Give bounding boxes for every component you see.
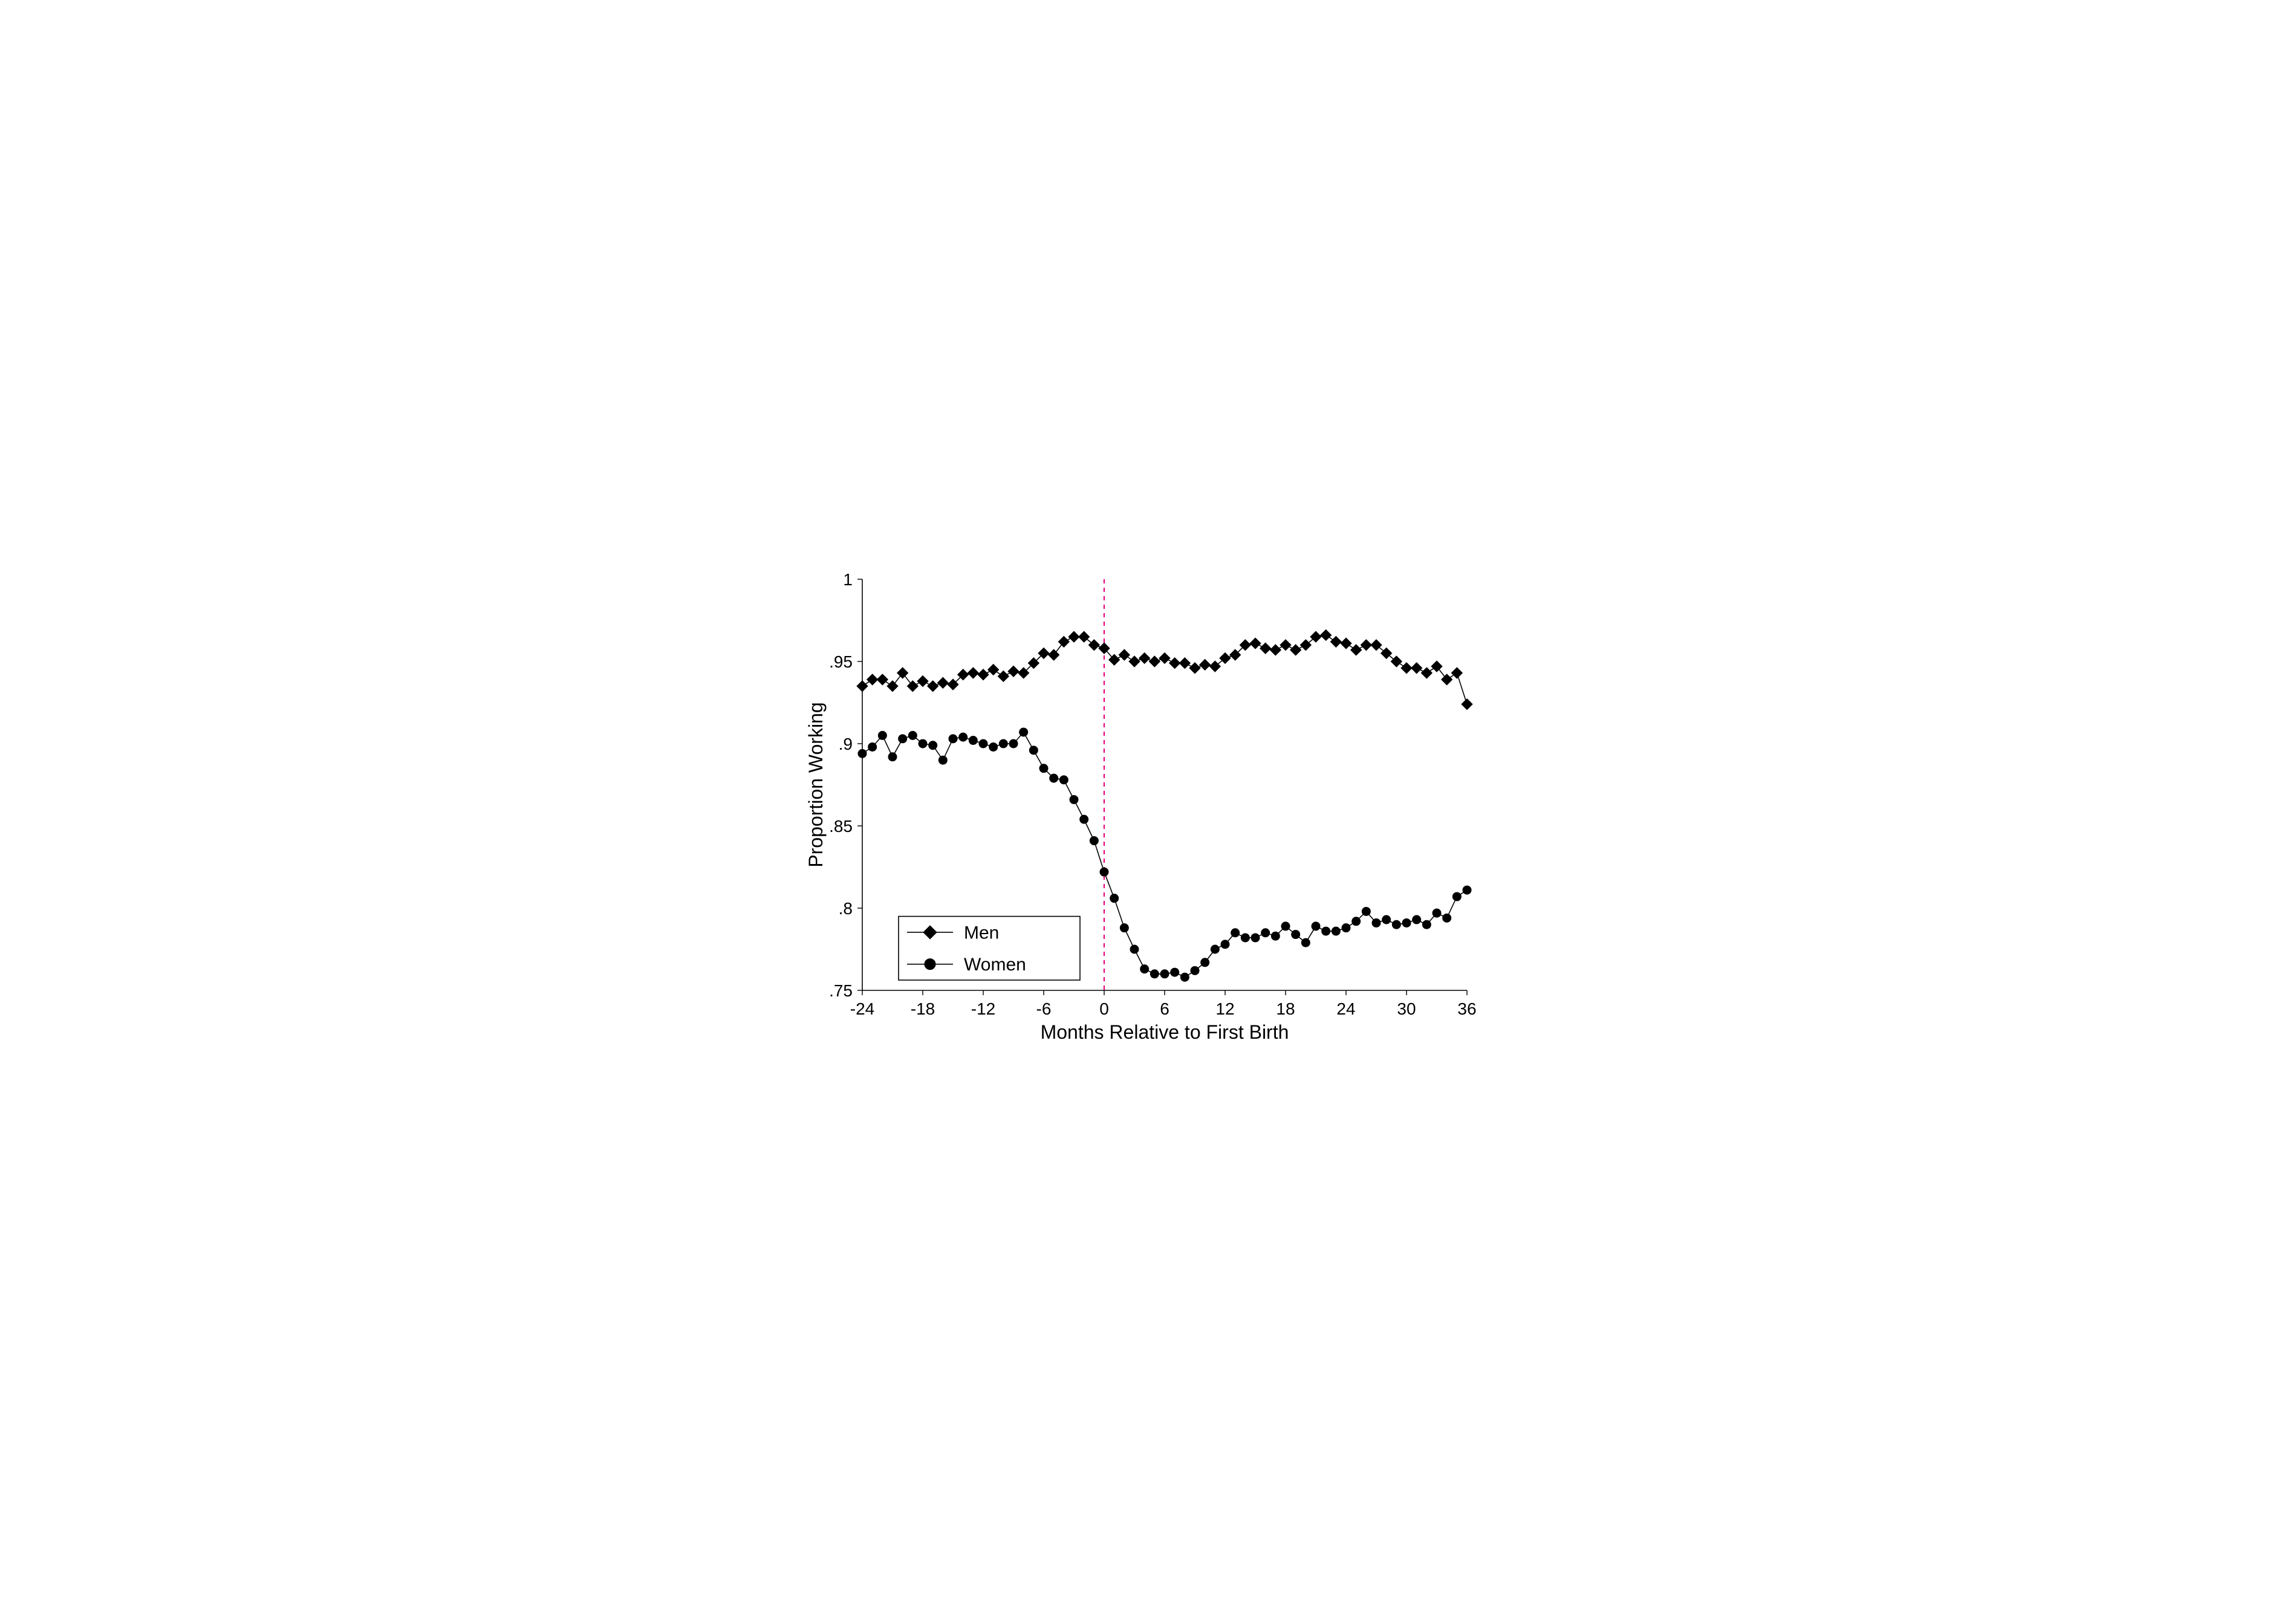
marker-circle [1211, 945, 1219, 953]
marker-circle [1070, 795, 1078, 804]
marker-circle [1110, 894, 1119, 903]
x-tick-label: -24 [850, 999, 874, 1018]
x-tick-label: -6 [1036, 999, 1052, 1018]
marker-circle [858, 749, 867, 758]
marker-circle [959, 733, 968, 741]
marker-circle [1382, 915, 1391, 924]
marker-circle [925, 959, 935, 970]
marker-circle [1009, 739, 1018, 748]
marker-circle [1443, 914, 1451, 922]
marker-circle [1221, 940, 1229, 949]
marker-circle [1322, 927, 1330, 935]
x-tick-label: 12 [1215, 999, 1234, 1018]
marker-circle [1100, 868, 1108, 876]
marker-circle [929, 741, 937, 750]
y-axis-title: Proportion Working [805, 702, 827, 867]
x-tick-label: -12 [971, 999, 995, 1018]
marker-circle [868, 742, 877, 751]
marker-circle [989, 742, 998, 751]
marker-circle [1301, 938, 1310, 947]
x-axis-title: Months Relative to First Birth [1041, 1021, 1289, 1043]
marker-circle [1452, 892, 1461, 901]
marker-circle [1231, 929, 1240, 937]
x-tick-label: 24 [1336, 999, 1355, 1018]
marker-circle [999, 739, 1007, 748]
marker-circle [919, 739, 927, 748]
marker-circle [1029, 746, 1038, 755]
marker-circle [1413, 915, 1421, 924]
x-tick-label: 18 [1276, 999, 1295, 1018]
marker-circle [1342, 924, 1350, 932]
chart-container: -24 -18 -12 -6 0 6 12 18 24 30 36 Months Relative t… [0, 0, 2293, 1624]
marker-circle [1463, 886, 1471, 894]
marker-circle [1402, 918, 1411, 927]
x-tick-label: 30 [1397, 999, 1416, 1018]
marker-circle [1292, 931, 1300, 939]
marker-circle [1080, 815, 1088, 823]
marker-circle [1090, 836, 1098, 845]
marker-circle [979, 739, 987, 748]
marker-circle [1392, 920, 1400, 929]
marker-circle [899, 735, 907, 743]
marker-circle [1261, 929, 1270, 937]
marker-circle [1332, 927, 1340, 935]
marker-circle [1140, 965, 1149, 973]
legend-label: Women [964, 955, 1026, 975]
y-tick-label: .95 [829, 652, 853, 671]
y-tick-label: .9 [839, 735, 853, 753]
marker-circle [1372, 918, 1381, 927]
marker-circle [1150, 970, 1159, 978]
marker-circle [1191, 966, 1199, 975]
marker-circle [1422, 920, 1431, 929]
line-chart: -24 -18 -12 -6 0 6 12 18 24 30 36 Months Relative t… [784, 555, 1509, 1069]
y-tick-label: .75 [829, 981, 853, 1000]
marker-circle [1120, 924, 1128, 932]
marker-circle [1180, 973, 1189, 981]
marker-circle [969, 736, 977, 745]
x-tick-label: 36 [1457, 999, 1476, 1018]
marker-circle [1039, 764, 1048, 773]
marker-circle [1241, 934, 1249, 942]
legend-label: Men [964, 923, 999, 943]
y-tick-label: .85 [829, 817, 853, 836]
marker-circle [1352, 917, 1361, 926]
x-tick-label: -18 [911, 999, 935, 1018]
marker-circle [1201, 958, 1209, 967]
marker-circle [878, 731, 886, 739]
marker-circle [1251, 934, 1260, 942]
marker-circle [938, 756, 947, 764]
marker-circle [1362, 907, 1370, 915]
y-tick-label: .8 [839, 899, 853, 918]
marker-circle [888, 753, 897, 761]
marker-circle [1050, 774, 1058, 782]
marker-circle [949, 735, 957, 743]
marker-circle [1433, 909, 1441, 917]
x-tick-label: 0 [1099, 999, 1109, 1018]
marker-circle [908, 731, 917, 739]
marker-circle [1171, 968, 1179, 976]
marker-circle [1312, 922, 1320, 931]
marker-circle [1130, 945, 1139, 953]
marker-circle [1281, 922, 1290, 931]
marker-circle [1020, 728, 1028, 736]
y-tick-label: 1 [843, 570, 853, 589]
marker-circle [1271, 932, 1280, 940]
marker-circle [1160, 970, 1169, 978]
legend: Men Women [899, 917, 1080, 980]
x-tick-label: 6 [1160, 999, 1169, 1018]
marker-circle [1059, 776, 1068, 784]
